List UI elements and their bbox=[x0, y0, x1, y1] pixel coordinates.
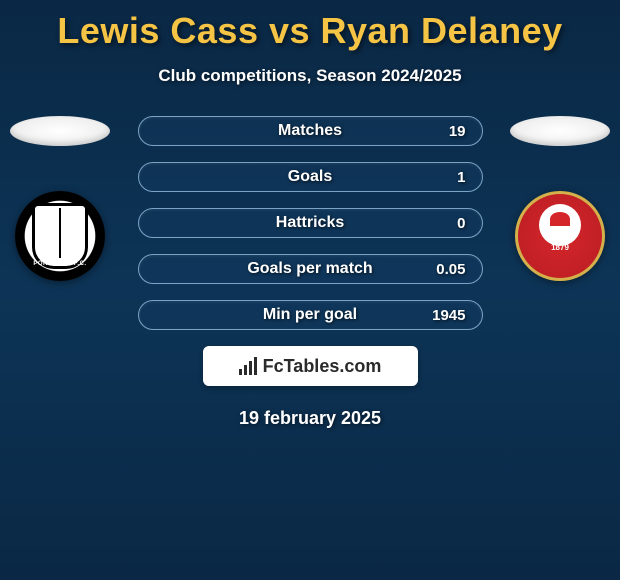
swindon-year-label: 1879 bbox=[551, 243, 569, 252]
stat-right-value: 0.05 bbox=[426, 261, 466, 278]
stat-row: Min per goal 1945 bbox=[138, 300, 483, 330]
stat-label: Hattricks bbox=[276, 214, 344, 232]
stat-row: Hattricks 0 bbox=[138, 208, 483, 238]
stat-right-value: 1 bbox=[426, 169, 466, 186]
player-right-avatar bbox=[510, 116, 610, 146]
subtitle: Club competitions, Season 2024/2025 bbox=[0, 66, 620, 86]
club-logo-swindon: 1879 bbox=[515, 191, 605, 281]
player-left-avatar bbox=[10, 116, 110, 146]
stat-label: Matches bbox=[278, 122, 342, 140]
port-vale-label: PORT VALE F.C. bbox=[33, 261, 86, 267]
stat-row: Goals 1 bbox=[138, 162, 483, 192]
stat-row: Goals per match 0.05 bbox=[138, 254, 483, 284]
stat-label: Goals bbox=[288, 168, 332, 186]
stat-right-value: 0 bbox=[426, 215, 466, 232]
stat-right-value: 19 bbox=[426, 123, 466, 140]
bar-chart-icon bbox=[239, 357, 257, 375]
stat-label: Min per goal bbox=[263, 306, 357, 324]
date-label: 19 february 2025 bbox=[0, 408, 620, 429]
player-left-column: PORT VALE F.C. bbox=[10, 116, 110, 281]
page-title: Lewis Cass vs Ryan Delaney bbox=[0, 0, 620, 52]
brand-badge[interactable]: FcTables.com bbox=[203, 346, 418, 386]
content-area: PORT VALE F.C. 1879 Matches 19 Goals 1 H… bbox=[0, 116, 620, 429]
stat-right-value: 1945 bbox=[426, 307, 466, 324]
stat-row: Matches 19 bbox=[138, 116, 483, 146]
stats-list: Matches 19 Goals 1 Hattricks 0 Goals per… bbox=[138, 116, 483, 330]
club-logo-port-vale: PORT VALE F.C. bbox=[15, 191, 105, 281]
stat-label: Goals per match bbox=[247, 260, 372, 278]
brand-text: FcTables.com bbox=[263, 356, 382, 377]
player-right-column: 1879 bbox=[510, 116, 610, 281]
